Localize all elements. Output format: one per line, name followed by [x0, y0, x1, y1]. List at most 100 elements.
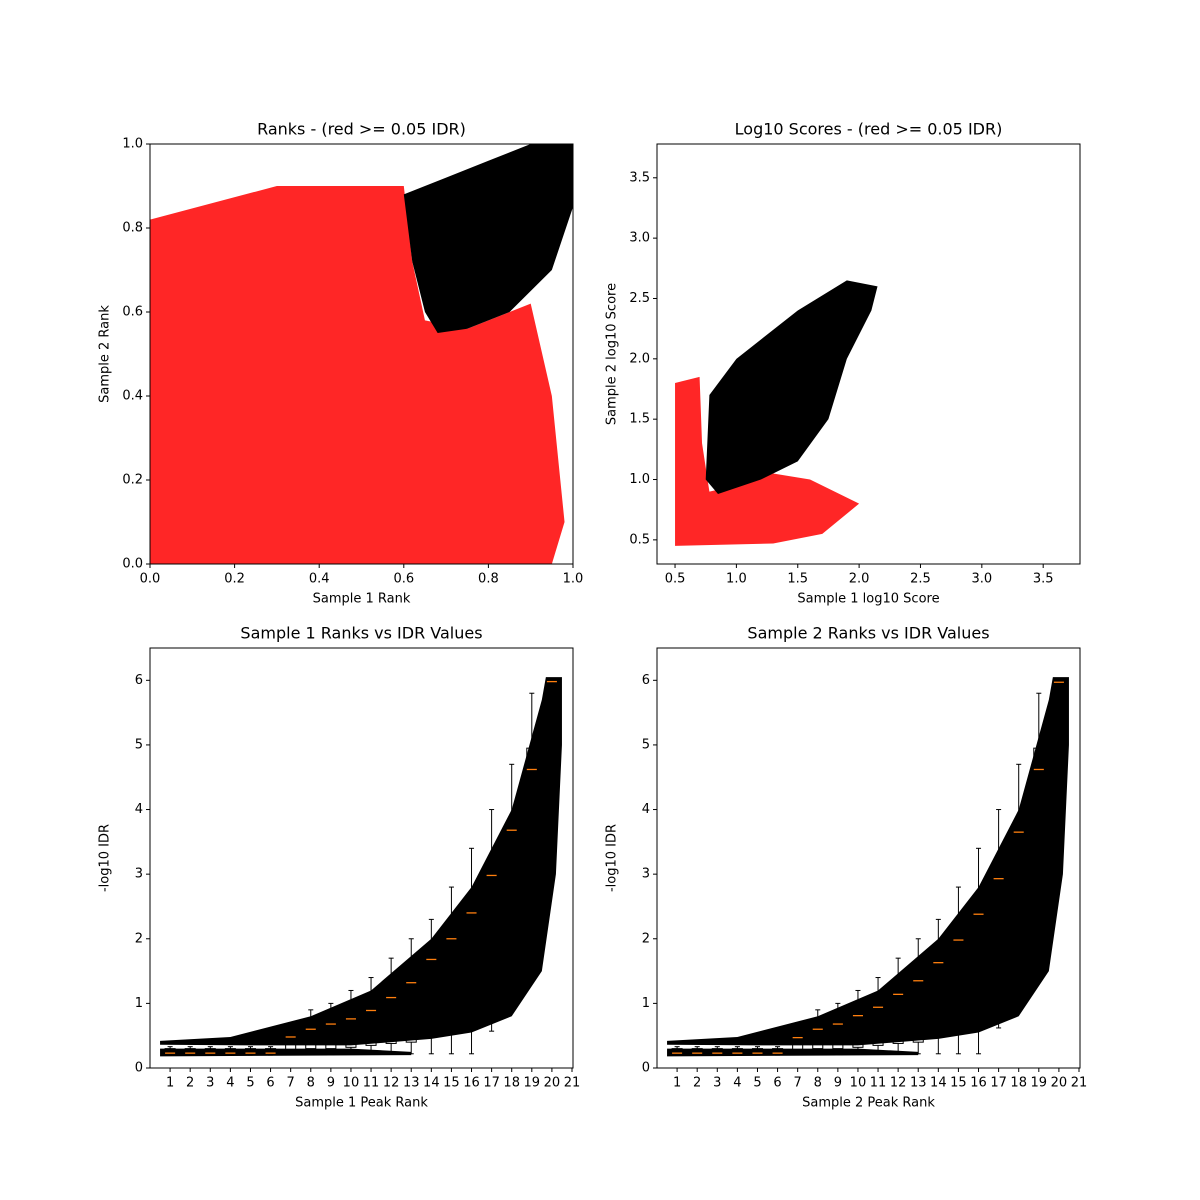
x-tick-label: 19 [1031, 1076, 1048, 1091]
box [486, 870, 498, 926]
subplot: 1 2 3 4 5 6 7 8 9 10 11 12 13 14 15 16 17 18 19 20 210123456… [98, 624, 581, 1111]
x-tick-label: 2 [693, 1076, 701, 1091]
point-cloud [675, 376, 860, 546]
box [993, 873, 1005, 926]
x-tick-label: 21 [1071, 1076, 1088, 1091]
x-tick-label: 12 [383, 1076, 400, 1091]
y-tick-label: 2.0 [629, 351, 650, 366]
x-tick-label: 20 [1051, 1076, 1068, 1091]
x-tick-label: 6 [266, 1076, 274, 1091]
box [792, 1031, 804, 1051]
box [912, 973, 924, 1043]
x-tick-label: 15 [443, 1076, 460, 1091]
x-tick-label: 2.5 [910, 572, 931, 587]
x-tick-label: 1.0 [563, 572, 584, 587]
box [465, 905, 478, 968]
box [952, 935, 964, 999]
x-tick-label: 16 [463, 1076, 480, 1091]
box [892, 986, 904, 1044]
y-tick-label: 3.0 [629, 231, 650, 246]
x-tick-label: 3 [206, 1076, 214, 1091]
x-tick-label: 11 [363, 1076, 380, 1091]
x-tick-label: 14 [930, 1076, 947, 1091]
x-tick-label: 0.0 [140, 572, 161, 587]
y-tick-label: 5 [135, 737, 143, 752]
plot-area [667, 677, 1069, 1057]
x-tick-label: 18 [1010, 1076, 1027, 1091]
x-tick-label: 21 [564, 1076, 581, 1091]
x-tick-label: 5 [753, 1076, 761, 1091]
y-tick-label: 0.0 [122, 557, 143, 572]
y-tick-label: 5 [642, 737, 650, 752]
box [1013, 821, 1025, 865]
x-tick-label: 4 [733, 1076, 741, 1091]
axes-frame [656, 143, 1081, 565]
y-axis-label: -log10 IDR [605, 824, 620, 892]
x-tick-label: 4 [226, 1076, 234, 1091]
box [365, 1002, 377, 1046]
subplot: 0.0 0.2 0.4 0.6 0.8 1.0 0.0 0.2 0.4 0.6 0.8 1.0 Rank… [98, 120, 584, 607]
axes-frame [149, 143, 574, 565]
y-tick-label: 0.4 [122, 389, 143, 404]
x-tick-label: 16 [970, 1076, 987, 1091]
x-tick-label: 0.8 [478, 572, 499, 587]
y-tick-label: 2 [135, 931, 143, 946]
point-cloud [160, 1048, 412, 1057]
x-tick-label: 0.4 [309, 572, 330, 587]
x-tick-label: 0.5 [665, 572, 686, 587]
y-tick-label: 0.8 [122, 221, 143, 236]
plot-area [160, 677, 562, 1057]
y-tick-label: 3.5 [629, 170, 650, 185]
y-tick-label: 0.5 [629, 532, 650, 547]
x-tick-label: 1 [673, 1076, 681, 1091]
subplot: 1 2 3 4 5 6 7 8 9 10 11 12 13 14 15 16 17 18 19 20 210123456… [605, 624, 1088, 1111]
x-tick-label: 5 [246, 1076, 254, 1091]
x-tick-label: 8 [814, 1076, 822, 1091]
box [872, 999, 884, 1046]
y-tick-label: 0.6 [122, 305, 143, 320]
box [832, 1015, 844, 1050]
x-tick-label: 13 [910, 1076, 927, 1091]
box [445, 931, 457, 990]
y-tick-label: 1 [642, 996, 650, 1011]
y-tick-label: 6 [135, 673, 143, 688]
point-cloud [667, 1048, 919, 1057]
x-tick-label: 7 [287, 1076, 295, 1091]
x-tick-label: 19 [524, 1076, 541, 1091]
x-tick-label: 8 [307, 1076, 315, 1091]
y-tick-label: 2 [642, 931, 650, 946]
axes-frame [656, 647, 1081, 1069]
box [405, 977, 417, 1043]
y-axis-label: -log10 IDR [98, 824, 113, 892]
y-tick-label: 4 [642, 802, 650, 817]
x-tick-label: 17 [990, 1076, 1007, 1091]
y-tick-label: 4 [135, 802, 143, 817]
x-tick-label: 0.2 [224, 572, 245, 587]
box [345, 1009, 357, 1048]
x-tick-label: 11 [870, 1076, 887, 1091]
x-tick-label: 17 [483, 1076, 500, 1091]
box [546, 679, 558, 706]
axes-frame [149, 647, 574, 1069]
plot-area [150, 144, 573, 564]
y-tick-label: 1.0 [122, 137, 143, 152]
box [385, 989, 397, 1044]
x-tick-label: 20 [544, 1076, 561, 1091]
x-tick-label: 1.0 [726, 572, 747, 587]
x-axis-label: Sample 2 Peak Rank [802, 1096, 935, 1111]
x-tick-label: 3 [713, 1076, 721, 1091]
x-axis-label: Sample 1 Rank [313, 592, 411, 607]
y-tick-label: 6 [642, 673, 650, 688]
x-tick-label: 1.5 [787, 572, 808, 587]
y-tick-label: 1.0 [629, 472, 650, 487]
chart-title: Sample 1 Ranks vs IDR Values [240, 624, 482, 643]
x-axis-label: Sample 1 Peak Rank [295, 1096, 428, 1111]
x-tick-label: 14 [423, 1076, 440, 1091]
box [852, 1006, 864, 1048]
x-tick-label: 1 [166, 1076, 174, 1091]
box [812, 1022, 824, 1050]
y-axis-label: Sample 2 Rank [98, 305, 113, 403]
x-tick-label: 2 [186, 1076, 194, 1091]
x-tick-label: 10 [850, 1076, 867, 1091]
y-axis-label: Sample 2 log10 Score [605, 283, 620, 425]
